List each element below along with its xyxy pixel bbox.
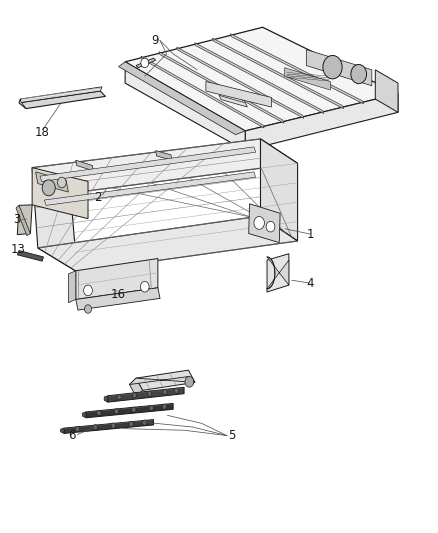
Polygon shape (267, 254, 289, 292)
Polygon shape (44, 172, 256, 205)
Polygon shape (19, 91, 106, 109)
Circle shape (129, 421, 133, 426)
Circle shape (75, 426, 80, 432)
Circle shape (148, 391, 152, 397)
Text: 3: 3 (13, 213, 20, 225)
Polygon shape (64, 419, 153, 433)
Text: 6: 6 (68, 429, 76, 442)
Polygon shape (245, 94, 398, 151)
Circle shape (85, 305, 92, 313)
Circle shape (114, 409, 119, 414)
Polygon shape (68, 271, 76, 303)
Text: 5: 5 (228, 429, 235, 442)
Polygon shape (219, 95, 247, 107)
Polygon shape (35, 172, 68, 192)
Polygon shape (230, 34, 364, 104)
Polygon shape (76, 259, 158, 300)
Circle shape (57, 177, 66, 188)
Polygon shape (136, 58, 155, 68)
Circle shape (185, 376, 194, 387)
Polygon shape (32, 167, 88, 219)
Polygon shape (60, 428, 64, 433)
Text: 2: 2 (95, 191, 102, 204)
Polygon shape (38, 216, 297, 272)
Polygon shape (267, 257, 289, 289)
Polygon shape (249, 204, 280, 243)
Polygon shape (19, 99, 26, 109)
Circle shape (97, 410, 101, 416)
Circle shape (174, 388, 179, 393)
Polygon shape (177, 47, 304, 118)
Polygon shape (19, 87, 102, 103)
Polygon shape (141, 56, 264, 128)
Circle shape (132, 393, 137, 398)
Polygon shape (306, 50, 372, 86)
Polygon shape (125, 27, 398, 131)
Circle shape (323, 55, 342, 79)
Circle shape (111, 423, 116, 428)
Text: 13: 13 (11, 243, 25, 256)
Polygon shape (159, 52, 284, 123)
Circle shape (84, 285, 92, 296)
Polygon shape (104, 396, 108, 402)
Polygon shape (206, 82, 272, 107)
Circle shape (254, 216, 265, 229)
Polygon shape (17, 205, 32, 235)
Circle shape (93, 425, 98, 430)
Text: 9: 9 (151, 34, 159, 47)
Polygon shape (194, 43, 324, 114)
Text: 16: 16 (111, 288, 126, 301)
Circle shape (132, 407, 136, 412)
Circle shape (149, 405, 153, 410)
Polygon shape (130, 378, 143, 397)
Circle shape (141, 58, 149, 68)
Text: 1: 1 (306, 228, 314, 241)
Polygon shape (17, 251, 43, 261)
Polygon shape (212, 38, 344, 109)
Circle shape (351, 64, 367, 84)
Polygon shape (136, 370, 195, 390)
Polygon shape (32, 139, 297, 193)
Polygon shape (119, 62, 245, 135)
Circle shape (141, 281, 149, 292)
Polygon shape (108, 387, 184, 402)
Polygon shape (130, 376, 195, 384)
Circle shape (142, 420, 147, 425)
Polygon shape (261, 139, 297, 241)
Circle shape (117, 394, 121, 400)
Polygon shape (155, 151, 172, 160)
Polygon shape (76, 288, 160, 310)
Polygon shape (16, 205, 30, 236)
Polygon shape (40, 147, 256, 181)
Polygon shape (82, 412, 86, 418)
Circle shape (42, 180, 55, 196)
Polygon shape (32, 167, 77, 272)
Circle shape (162, 404, 166, 409)
Polygon shape (125, 62, 245, 151)
Polygon shape (86, 403, 173, 418)
Polygon shape (375, 70, 398, 112)
Circle shape (163, 389, 167, 394)
Text: 18: 18 (35, 125, 49, 139)
Polygon shape (76, 160, 93, 171)
Polygon shape (285, 68, 330, 90)
Text: 4: 4 (306, 277, 314, 290)
Circle shape (266, 221, 275, 232)
